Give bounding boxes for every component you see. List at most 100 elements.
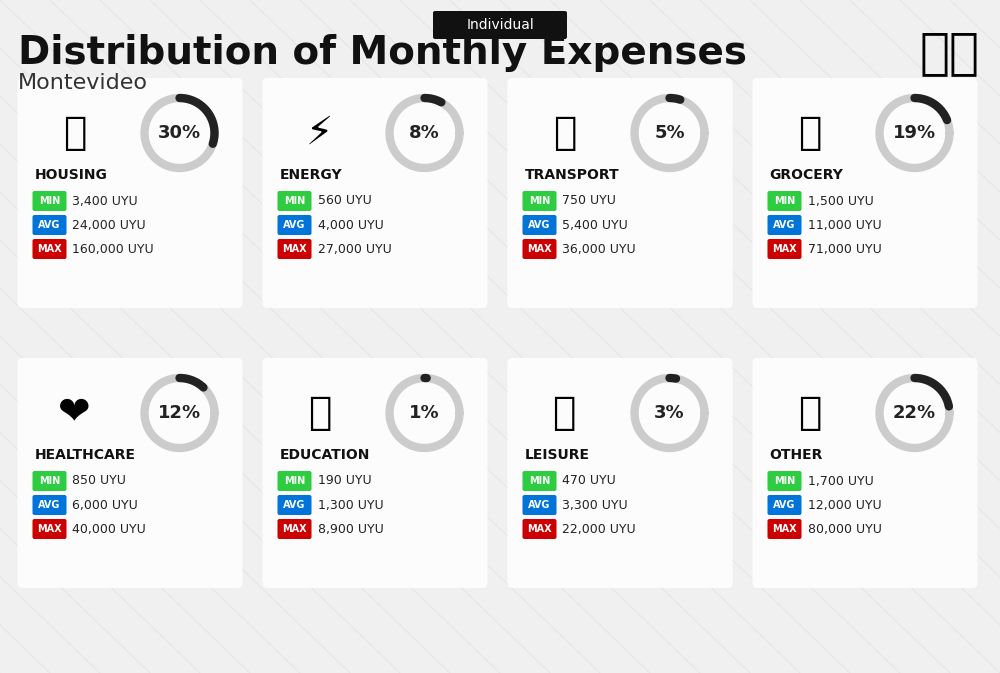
Text: 40,000 UYU: 40,000 UYU bbox=[72, 522, 146, 536]
Text: AVG: AVG bbox=[773, 220, 796, 230]
Text: HOUSING: HOUSING bbox=[34, 168, 107, 182]
Text: LEISURE: LEISURE bbox=[524, 448, 590, 462]
Text: EDUCATION: EDUCATION bbox=[280, 448, 370, 462]
FancyBboxPatch shape bbox=[278, 495, 312, 515]
FancyBboxPatch shape bbox=[522, 495, 556, 515]
FancyBboxPatch shape bbox=[278, 519, 312, 539]
FancyBboxPatch shape bbox=[32, 519, 66, 539]
Text: 8,900 UYU: 8,900 UYU bbox=[318, 522, 383, 536]
Text: MAX: MAX bbox=[527, 524, 552, 534]
FancyBboxPatch shape bbox=[278, 191, 312, 211]
FancyBboxPatch shape bbox=[262, 78, 488, 308]
FancyBboxPatch shape bbox=[278, 239, 312, 259]
Text: MIN: MIN bbox=[39, 476, 60, 486]
Text: 🏢: 🏢 bbox=[63, 114, 86, 152]
Text: MAX: MAX bbox=[37, 524, 62, 534]
Text: MIN: MIN bbox=[529, 476, 550, 486]
Text: ⚡: ⚡ bbox=[306, 114, 333, 152]
Text: 22%: 22% bbox=[893, 404, 936, 422]
Text: 8%: 8% bbox=[409, 124, 440, 142]
Text: 🇺🇾: 🇺🇾 bbox=[920, 29, 980, 77]
Text: 12%: 12% bbox=[158, 404, 201, 422]
FancyBboxPatch shape bbox=[753, 358, 978, 588]
Text: 🎓: 🎓 bbox=[308, 394, 331, 432]
Text: 1,300 UYU: 1,300 UYU bbox=[318, 499, 383, 511]
Text: 19%: 19% bbox=[893, 124, 936, 142]
Text: TRANSPORT: TRANSPORT bbox=[524, 168, 619, 182]
Text: 🛍️: 🛍️ bbox=[553, 394, 576, 432]
Text: MAX: MAX bbox=[772, 524, 797, 534]
Text: 1,700 UYU: 1,700 UYU bbox=[808, 474, 873, 487]
Text: MAX: MAX bbox=[37, 244, 62, 254]
FancyBboxPatch shape bbox=[278, 471, 312, 491]
Text: Individual: Individual bbox=[466, 18, 534, 32]
Text: 5%: 5% bbox=[654, 124, 685, 142]
Text: 24,000 UYU: 24,000 UYU bbox=[72, 219, 146, 232]
Text: MIN: MIN bbox=[529, 196, 550, 206]
Text: 1,500 UYU: 1,500 UYU bbox=[808, 194, 873, 207]
Text: 11,000 UYU: 11,000 UYU bbox=[808, 219, 881, 232]
FancyBboxPatch shape bbox=[32, 471, 66, 491]
Text: AVG: AVG bbox=[283, 220, 306, 230]
FancyBboxPatch shape bbox=[18, 358, 242, 588]
FancyBboxPatch shape bbox=[768, 519, 802, 539]
Text: 🚌: 🚌 bbox=[553, 114, 576, 152]
FancyBboxPatch shape bbox=[522, 519, 556, 539]
Text: OTHER: OTHER bbox=[770, 448, 823, 462]
Text: 1%: 1% bbox=[409, 404, 440, 422]
FancyBboxPatch shape bbox=[508, 358, 732, 588]
Text: MIN: MIN bbox=[284, 476, 305, 486]
Text: GROCERY: GROCERY bbox=[770, 168, 843, 182]
Text: AVG: AVG bbox=[38, 220, 61, 230]
FancyBboxPatch shape bbox=[522, 215, 556, 235]
Text: 3,300 UYU: 3,300 UYU bbox=[562, 499, 628, 511]
Text: MAX: MAX bbox=[282, 524, 307, 534]
Text: AVG: AVG bbox=[528, 220, 551, 230]
FancyBboxPatch shape bbox=[433, 11, 567, 39]
FancyBboxPatch shape bbox=[508, 78, 732, 308]
Text: 3%: 3% bbox=[654, 404, 685, 422]
Text: 190 UYU: 190 UYU bbox=[318, 474, 371, 487]
FancyBboxPatch shape bbox=[753, 78, 978, 308]
Text: MIN: MIN bbox=[39, 196, 60, 206]
Text: AVG: AVG bbox=[528, 500, 551, 510]
Text: 850 UYU: 850 UYU bbox=[72, 474, 126, 487]
Text: 36,000 UYU: 36,000 UYU bbox=[562, 242, 636, 256]
FancyBboxPatch shape bbox=[768, 239, 802, 259]
Text: 560 UYU: 560 UYU bbox=[318, 194, 371, 207]
FancyBboxPatch shape bbox=[32, 215, 66, 235]
Text: MAX: MAX bbox=[772, 244, 797, 254]
FancyBboxPatch shape bbox=[32, 495, 66, 515]
Text: 27,000 UYU: 27,000 UYU bbox=[318, 242, 391, 256]
Text: 750 UYU: 750 UYU bbox=[562, 194, 616, 207]
Text: Montevideo: Montevideo bbox=[18, 73, 148, 93]
Text: AVG: AVG bbox=[38, 500, 61, 510]
Text: 160,000 UYU: 160,000 UYU bbox=[72, 242, 154, 256]
FancyBboxPatch shape bbox=[768, 471, 802, 491]
Text: 👝: 👝 bbox=[798, 394, 821, 432]
FancyBboxPatch shape bbox=[522, 239, 556, 259]
FancyBboxPatch shape bbox=[32, 239, 66, 259]
Text: 22,000 UYU: 22,000 UYU bbox=[562, 522, 636, 536]
FancyBboxPatch shape bbox=[522, 191, 556, 211]
FancyBboxPatch shape bbox=[522, 471, 556, 491]
Text: 6,000 UYU: 6,000 UYU bbox=[72, 499, 138, 511]
Text: ENERGY: ENERGY bbox=[280, 168, 342, 182]
Text: AVG: AVG bbox=[283, 500, 306, 510]
Text: 12,000 UYU: 12,000 UYU bbox=[808, 499, 881, 511]
Text: 5,400 UYU: 5,400 UYU bbox=[562, 219, 628, 232]
Text: MAX: MAX bbox=[527, 244, 552, 254]
Text: 🛒: 🛒 bbox=[798, 114, 821, 152]
Text: AVG: AVG bbox=[773, 500, 796, 510]
FancyBboxPatch shape bbox=[18, 78, 242, 308]
Text: 71,000 UYU: 71,000 UYU bbox=[808, 242, 881, 256]
Text: HEALTHCARE: HEALTHCARE bbox=[34, 448, 136, 462]
Text: 3,400 UYU: 3,400 UYU bbox=[72, 194, 138, 207]
Text: 80,000 UYU: 80,000 UYU bbox=[808, 522, 881, 536]
Text: ❤️: ❤️ bbox=[58, 394, 91, 432]
Text: MIN: MIN bbox=[284, 196, 305, 206]
Text: Distribution of Monthly Expenses: Distribution of Monthly Expenses bbox=[18, 34, 747, 72]
Text: 4,000 UYU: 4,000 UYU bbox=[318, 219, 383, 232]
Text: MIN: MIN bbox=[774, 196, 795, 206]
Text: MIN: MIN bbox=[774, 476, 795, 486]
